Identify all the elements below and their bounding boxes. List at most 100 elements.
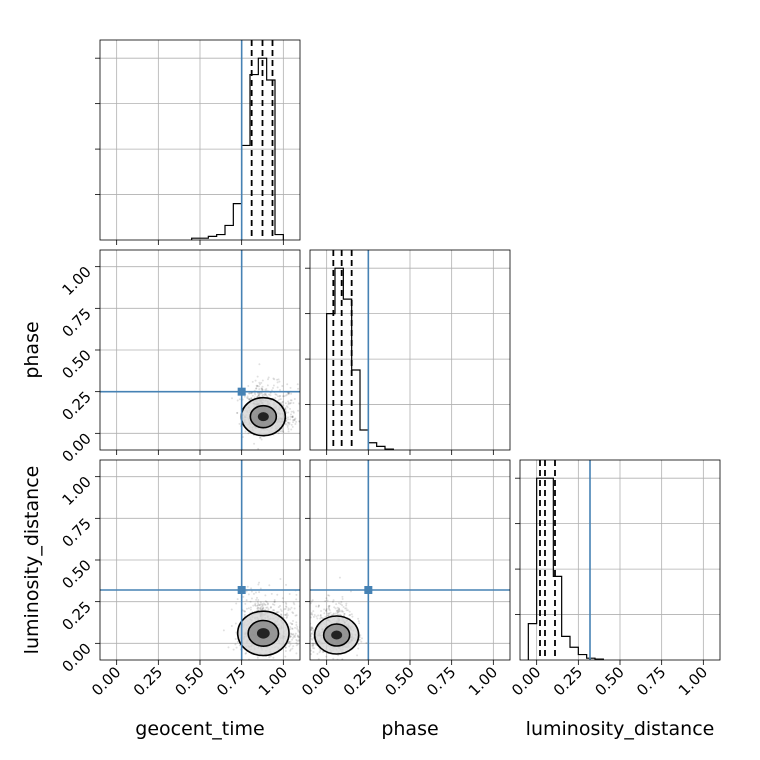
- joint-geocent_time__phase-ytick-label: 0.75: [58, 304, 94, 340]
- sample-point: [301, 436, 303, 438]
- sample-point: [290, 392, 293, 395]
- sample-point: [328, 609, 331, 612]
- sample-point: [256, 375, 259, 378]
- sample-point: [312, 643, 315, 646]
- sample-point: [306, 627, 308, 629]
- sample-point: [302, 645, 304, 647]
- sample-point: [310, 649, 312, 652]
- sample-point: [296, 634, 299, 637]
- sample-point: [265, 394, 268, 397]
- sample-point: [304, 633, 306, 635]
- sample-point: [279, 604, 282, 607]
- sample-point: [291, 627, 294, 630]
- sample-point: [289, 407, 292, 410]
- sample-point: [308, 617, 310, 619]
- sample-point: [310, 632, 313, 635]
- sample-point: [293, 419, 296, 422]
- sample-point: [260, 381, 263, 384]
- sample-point: [304, 648, 306, 650]
- sample-point: [291, 416, 294, 419]
- sample-point: [259, 603, 262, 606]
- sample-point: [328, 608, 331, 611]
- sample-point: [285, 615, 288, 618]
- sample-point: [357, 647, 360, 650]
- sample-point: [250, 391, 253, 394]
- sample-point: [284, 408, 287, 411]
- sample-point: [247, 397, 250, 400]
- sample-point: [312, 650, 315, 653]
- sample-point: [289, 635, 292, 638]
- sample-point: [250, 397, 253, 400]
- sample-point: [261, 394, 264, 397]
- sample-point: [248, 392, 251, 395]
- sample-point: [311, 638, 314, 641]
- sample-point: [280, 613, 283, 616]
- sample-point: [303, 632, 305, 634]
- sample-point: [305, 632, 307, 634]
- sample-point: [310, 611, 313, 614]
- sample-point: [308, 635, 310, 637]
- sample-point: [298, 640, 300, 643]
- sample-point: [313, 614, 316, 617]
- sample-point: [266, 384, 269, 387]
- sample-point: [306, 612, 308, 614]
- joint-geocent_time__phase-ytick-label: 1.00: [58, 263, 94, 299]
- sample-point: [249, 606, 252, 609]
- sample-point: [268, 584, 271, 587]
- sample-point: [305, 634, 307, 636]
- truth-marker-geocent_time__phase: [237, 387, 246, 396]
- joint-geocent_time__luminosity_distance-ytick-label: 0.00: [58, 639, 94, 675]
- sample-point: [278, 388, 281, 391]
- joint-phase__luminosity_distance-xtick-label: 1.00: [465, 663, 501, 699]
- sample-point: [272, 384, 275, 387]
- sample-point: [305, 641, 307, 643]
- sample-point: [305, 638, 307, 640]
- sample-point: [296, 625, 299, 628]
- sample-point: [266, 603, 269, 606]
- sample-point: [291, 647, 294, 650]
- sample-point: [308, 635, 310, 637]
- sample-point: [351, 615, 354, 618]
- sample-point: [338, 613, 341, 616]
- sample-point: [317, 604, 320, 607]
- sample-point: [260, 388, 263, 391]
- sample-point: [319, 649, 322, 652]
- sample-point: [285, 603, 288, 606]
- sample-point: [236, 640, 239, 643]
- sample-point: [310, 613, 313, 616]
- sample-point: [338, 607, 341, 610]
- sample-point: [257, 602, 260, 605]
- sample-point: [287, 411, 290, 414]
- sample-point: [256, 607, 259, 610]
- sample-point: [243, 610, 246, 613]
- sample-point: [360, 640, 363, 643]
- joint-content-geocent_time__luminosity_distance: [222, 578, 307, 660]
- sample-point: [276, 395, 279, 398]
- sample-point: [311, 613, 314, 616]
- sample-point: [332, 599, 335, 602]
- sample-point: [342, 606, 345, 609]
- sample-point: [247, 607, 250, 610]
- sample-point: [308, 633, 310, 635]
- sample-point: [304, 612, 306, 614]
- sample-point: [254, 603, 257, 606]
- sample-point: [313, 647, 316, 650]
- sample-point: [304, 610, 306, 612]
- hist-luminosity_distance-xtick-label: 1.00: [675, 663, 711, 699]
- sample-point: [317, 605, 320, 608]
- sample-point: [244, 602, 247, 605]
- sample-point: [248, 392, 251, 395]
- sample-point: [270, 592, 273, 595]
- sample-point: [302, 595, 304, 597]
- sample-point: [323, 612, 326, 615]
- sample-point: [253, 442, 256, 445]
- sample-point: [300, 617, 302, 619]
- sample-point: [328, 612, 331, 615]
- sample-point: [296, 643, 299, 646]
- sample-point: [294, 626, 297, 629]
- sample-point: [310, 629, 312, 632]
- sample-point: [292, 401, 295, 404]
- sample-point: [284, 402, 287, 405]
- sample-point: [256, 384, 259, 387]
